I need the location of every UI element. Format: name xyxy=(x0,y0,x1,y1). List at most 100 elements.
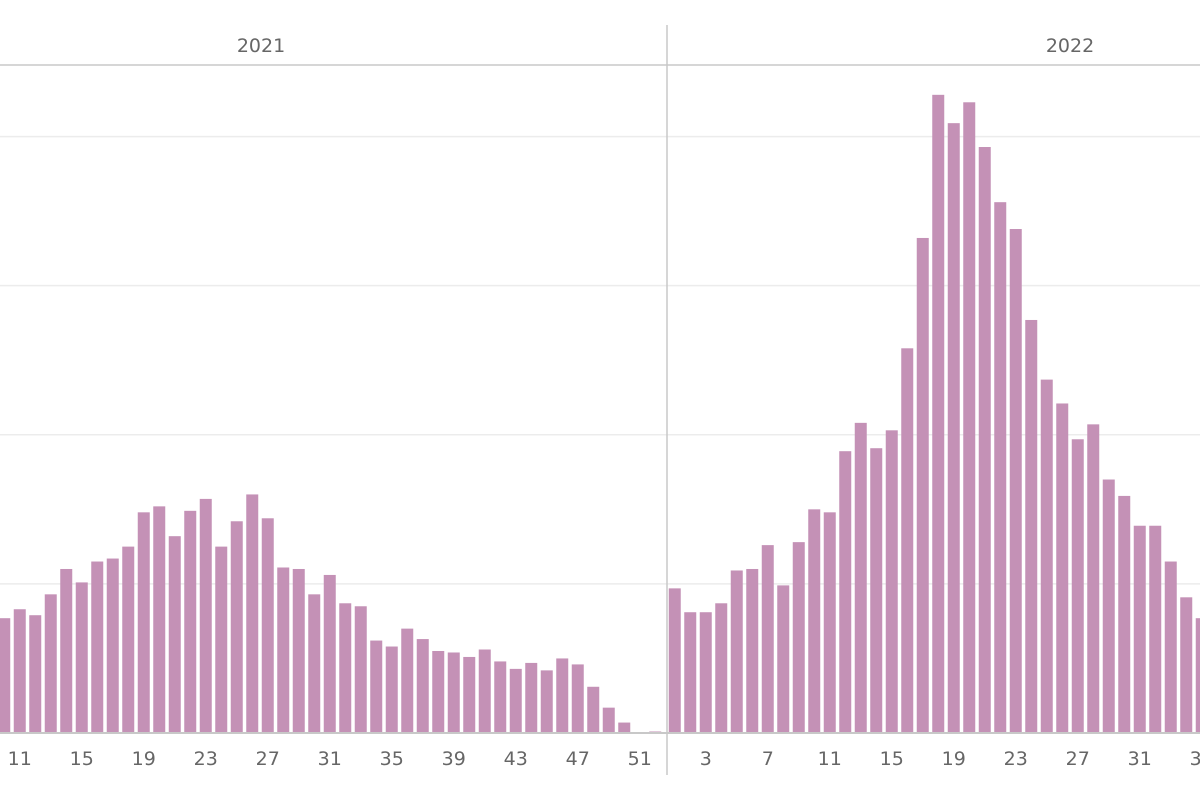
bar-2021-week-24 xyxy=(215,546,228,733)
bar-2022-week-19 xyxy=(947,123,960,733)
bar-2022-week-30 xyxy=(1118,495,1131,733)
bars xyxy=(0,94,1200,734)
bar-2022-week-8 xyxy=(777,585,790,733)
bar-2021-week-27 xyxy=(261,518,274,733)
bar-2021-week-30 xyxy=(308,594,321,733)
bar-2022-week-7 xyxy=(761,545,774,733)
bar-2021-week-43 xyxy=(509,668,522,733)
bar-2021-week-40 xyxy=(463,656,476,733)
bar-2022-week-16 xyxy=(901,348,914,733)
bar-2022-week-33 xyxy=(1164,561,1177,733)
bar-2021-week-41 xyxy=(478,649,491,733)
bar-2022-week-4 xyxy=(715,603,728,733)
bar-2021-week-49 xyxy=(602,707,615,733)
bar-2021-week-29 xyxy=(292,568,305,733)
bar-2021-week-33 xyxy=(354,606,367,733)
x-tick-2022-7: 7 xyxy=(762,748,774,770)
bar-2021-week-23 xyxy=(199,498,212,733)
bar-2021-week-10 xyxy=(0,618,11,733)
bar-2021-week-34 xyxy=(370,640,383,733)
bar-2022-week-31 xyxy=(1133,525,1146,733)
bar-2022-week-20 xyxy=(963,102,976,733)
bar-2022-week-5 xyxy=(730,570,743,733)
x-tick-2021-35: 35 xyxy=(380,748,404,770)
bar-2021-week-45 xyxy=(540,670,553,733)
bar-2022-week-35 xyxy=(1195,618,1200,733)
x-tick-2022-31: 31 xyxy=(1128,748,1152,770)
bar-2022-week-24 xyxy=(1025,319,1038,733)
x-tick-2022-23: 23 xyxy=(1004,748,1028,770)
bar-2022-week-13 xyxy=(854,422,867,733)
bar-2021-week-13 xyxy=(44,594,57,733)
x-tick-2021-51: 51 xyxy=(628,748,652,770)
bar-2022-week-15 xyxy=(885,430,898,733)
x-tick-2021-11: 11 xyxy=(8,748,32,770)
bar-2021-week-46 xyxy=(556,658,569,733)
bar-2021-week-21 xyxy=(168,536,181,733)
x-tick-2021-15: 15 xyxy=(70,748,94,770)
bar-2021-week-15 xyxy=(75,582,88,733)
bar-2022-week-26 xyxy=(1056,403,1069,733)
bar-2022-week-32 xyxy=(1149,525,1162,733)
bar-2022-week-10 xyxy=(808,509,821,733)
bar-2022-week-23 xyxy=(1009,229,1022,733)
x-tick-2021-19: 19 xyxy=(132,748,156,770)
x-tick-2022-11: 11 xyxy=(818,748,842,770)
bar-2021-week-36 xyxy=(401,628,414,733)
bar-2021-week-35 xyxy=(385,646,398,733)
bar-2021-week-39 xyxy=(447,652,460,733)
x-tick-labels: 3711151923273135394347513711151923273135 xyxy=(8,748,1200,770)
bar-2022-week-25 xyxy=(1040,379,1053,733)
bar-2022-week-22 xyxy=(994,202,1007,733)
x-tick-2021-31: 31 xyxy=(318,748,342,770)
bar-2021-week-50 xyxy=(618,722,631,733)
bar-2022-week-29 xyxy=(1102,479,1115,733)
x-tick-2021-43: 43 xyxy=(504,748,528,770)
bar-2021-week-19 xyxy=(137,512,150,733)
x-tick-2021-47: 47 xyxy=(566,748,590,770)
x-tick-2022-27: 27 xyxy=(1066,748,1090,770)
x-tick-2022-19: 19 xyxy=(942,748,966,770)
bar-2021-week-48 xyxy=(587,686,600,733)
bar-2021-week-18 xyxy=(122,546,135,733)
bar-2021-week-26 xyxy=(246,494,259,733)
bar-2022-week-28 xyxy=(1087,424,1100,733)
bar-2021-week-32 xyxy=(339,603,352,733)
x-tick-2022-35: 35 xyxy=(1190,748,1200,770)
bar-2022-week-2 xyxy=(684,612,697,733)
x-tick-2022-15: 15 xyxy=(880,748,904,770)
bar-2021-week-14 xyxy=(60,568,73,733)
bar-2021-week-17 xyxy=(106,558,119,733)
x-tick-2022-3: 3 xyxy=(700,748,712,770)
bar-2022-week-14 xyxy=(870,448,883,733)
bar-2021-week-47 xyxy=(571,664,584,733)
bar-2021-week-16 xyxy=(91,561,104,733)
bar-2022-week-11 xyxy=(823,512,836,733)
bar-2021-week-28 xyxy=(277,567,290,733)
bar-2022-week-17 xyxy=(916,237,929,733)
x-tick-2021-39: 39 xyxy=(442,748,466,770)
bar-2022-week-27 xyxy=(1071,439,1084,733)
bar-2022-week-9 xyxy=(792,542,805,733)
bar-2022-week-12 xyxy=(839,451,852,733)
axes xyxy=(0,25,1200,775)
bar-2021-week-11 xyxy=(13,609,26,733)
bar-2022-week-6 xyxy=(746,568,759,733)
bar-2021-week-38 xyxy=(432,650,445,733)
bar-2021-week-22 xyxy=(184,510,197,733)
bar-2021-week-12 xyxy=(29,615,42,733)
bar-2021-week-44 xyxy=(525,662,538,733)
bar-2021-week-42 xyxy=(494,661,507,733)
bar-2021-week-25 xyxy=(230,521,243,733)
bar-2022-week-21 xyxy=(978,147,991,734)
bar-2022-week-3 xyxy=(699,612,712,733)
bar-2021-week-31 xyxy=(323,574,336,733)
panel-header-2021: 2021 xyxy=(237,35,285,57)
panel-header-2022: 2022 xyxy=(1046,35,1094,57)
bar-2021-week-37 xyxy=(416,639,429,733)
x-tick-2021-23: 23 xyxy=(194,748,218,770)
bar-2022-week-34 xyxy=(1180,597,1193,733)
bar-2022-week-1 xyxy=(668,588,681,733)
x-tick-2021-27: 27 xyxy=(256,748,280,770)
